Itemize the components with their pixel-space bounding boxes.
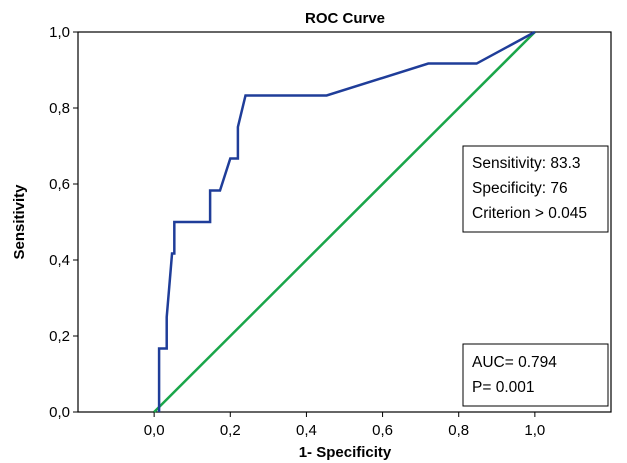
x-tick-label: 0,0 (144, 422, 165, 439)
y-tick-label: 0,6 (49, 176, 70, 193)
x-axis-title: 1- Specificity (299, 444, 392, 461)
y-axis-ticks: 0,0 0,2 0,4 0,6 0,8 1,0 (49, 24, 78, 421)
x-tick-label: 0,6 (372, 422, 393, 439)
roc-curve-line (157, 30, 536, 412)
y-tick-label: 0,4 (49, 252, 70, 269)
stats-criterion: Criterion > 0.045 (472, 205, 587, 222)
x-tick-label: 0,2 (220, 422, 241, 439)
p-value: P= 0.001 (472, 379, 534, 396)
y-tick-label: 1,0 (49, 24, 70, 41)
stats-box-frame (462, 145, 609, 233)
auc-box: AUC= 0.794 P= 0.001 (462, 343, 609, 407)
plot-frame (77, 31, 612, 413)
stats-box: Sensitivity: 83.3 Specificity: 76 Criter… (462, 145, 609, 233)
y-tick-label: 0,2 (49, 328, 70, 345)
x-tick-label: 0,8 (448, 422, 469, 439)
auc-value: AUC= 0.794 (472, 354, 557, 371)
y-tick-label: 0,0 (49, 404, 70, 421)
stats-sensitivity: Sensitivity: 83.3 (472, 155, 581, 172)
chart-title: ROC Curve (305, 10, 385, 27)
x-tick-label: 0,4 (296, 422, 317, 439)
stats-specificity: Specificity: 76 (472, 180, 568, 197)
reference-line (153, 31, 536, 413)
y-tick-label: 0,8 (49, 100, 70, 117)
auc-box-frame (462, 343, 609, 407)
x-tick-label: 1,0 (524, 422, 545, 439)
y-axis-title: Sensitivity (11, 184, 28, 260)
x-axis-ticks: 0,0 0,2 0,4 0,6 0,8 1,0 (144, 412, 545, 439)
series-layer (153, 30, 536, 413)
